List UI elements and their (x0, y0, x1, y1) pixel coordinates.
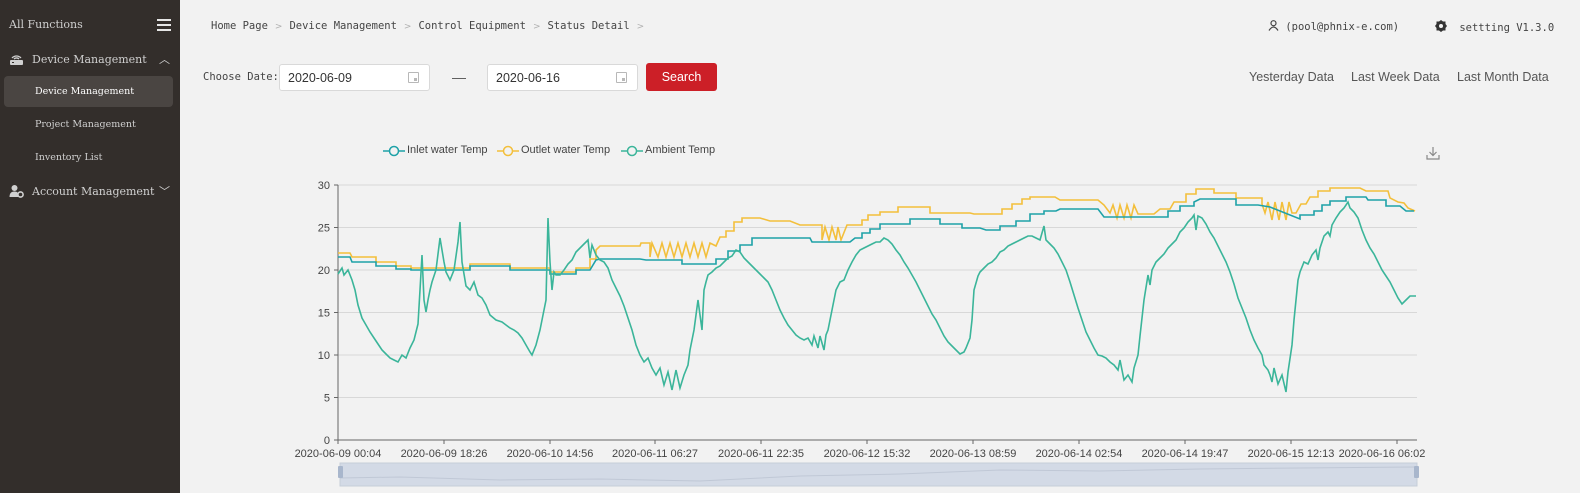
sidebar: All Functions Device Management ︿ Device… (0, 0, 180, 493)
user-email: (pool@phnix-e.com) (1285, 21, 1400, 33)
settings-label: settting V1.3.0 (1459, 22, 1555, 34)
sidebar-item-device-management[interactable]: Device Management (4, 76, 173, 107)
yesterday-data-link[interactable]: Yesterday Data (1249, 70, 1335, 84)
router-icon (10, 55, 23, 65)
start-date-value: 2020-06-09 (288, 71, 352, 85)
menu-toggle-icon[interactable] (157, 19, 171, 31)
user-gear-icon (9, 185, 24, 198)
choose-date-label: Choose Date: (203, 71, 279, 83)
breadcrumb: Home Page > Device Management > Control Equi… (211, 20, 651, 32)
sidebar-group-device-management[interactable]: Device Management ︿ (0, 48, 180, 72)
calendar-icon[interactable] (408, 72, 419, 83)
end-date-value: 2020-06-16 (496, 71, 560, 85)
chevron-right-icon: > (403, 22, 412, 32)
sidebar-item-label: Device Management (35, 86, 135, 97)
main-content: Home Page > Device Management > Control Equi… (180, 0, 1580, 493)
sidebar-item-label: Project Management (35, 119, 136, 130)
last-week-data-link[interactable]: Last Week Data (1351, 70, 1440, 84)
sidebar-group-account-management[interactable]: Account Management ﹀ (0, 180, 180, 204)
last-month-data-link[interactable]: Last Month Data (1457, 70, 1549, 84)
user-account[interactable]: (pool@phnix-e.com) (1268, 20, 1399, 33)
user-icon (1268, 20, 1279, 31)
sidebar-item-project-management[interactable]: Project Management (4, 109, 173, 140)
sidebar-header: All Functions (9, 18, 83, 31)
search-button[interactable]: Search (646, 63, 717, 91)
sidebar-group-label: Account Management (32, 185, 155, 198)
legend-marker-icon (497, 145, 519, 157)
chevron-right-icon: > (636, 22, 645, 32)
end-date-input[interactable]: 2020-06-16 (487, 64, 638, 91)
range-separator: — (452, 69, 466, 85)
breadcrumb-home[interactable]: Home Page (211, 20, 268, 32)
legend-marker-icon (383, 145, 405, 157)
legend-label: Ambient Temp (645, 144, 716, 156)
sidebar-group-label: Device Management (32, 53, 147, 66)
sidebar-item-label: Inventory List (35, 152, 103, 163)
legend-label: Inlet water Temp (407, 144, 488, 156)
download-icon[interactable] (1426, 146, 1440, 160)
sidebar-item-inventory-list[interactable]: Inventory List (4, 142, 173, 173)
chevron-down-icon: ﹀ (159, 185, 170, 198)
breadcrumb-device-management[interactable]: Device Management (289, 20, 397, 32)
chevron-up-icon: ︿ (159, 53, 170, 66)
chevron-right-icon: > (532, 22, 541, 32)
legend-marker-icon (621, 145, 643, 157)
legend-label: Outlet water Temp (521, 144, 611, 156)
settings-link[interactable]: settting V1.3.0 (1435, 20, 1554, 34)
calendar-icon[interactable] (616, 72, 627, 83)
chevron-right-icon: > (274, 22, 283, 32)
breadcrumb-control-equipment[interactable]: Control Equipment (418, 20, 526, 32)
breadcrumb-status-detail: Status Detail (547, 20, 630, 32)
start-date-input[interactable]: 2020-06-09 (279, 64, 430, 91)
gear-icon (1435, 20, 1447, 32)
